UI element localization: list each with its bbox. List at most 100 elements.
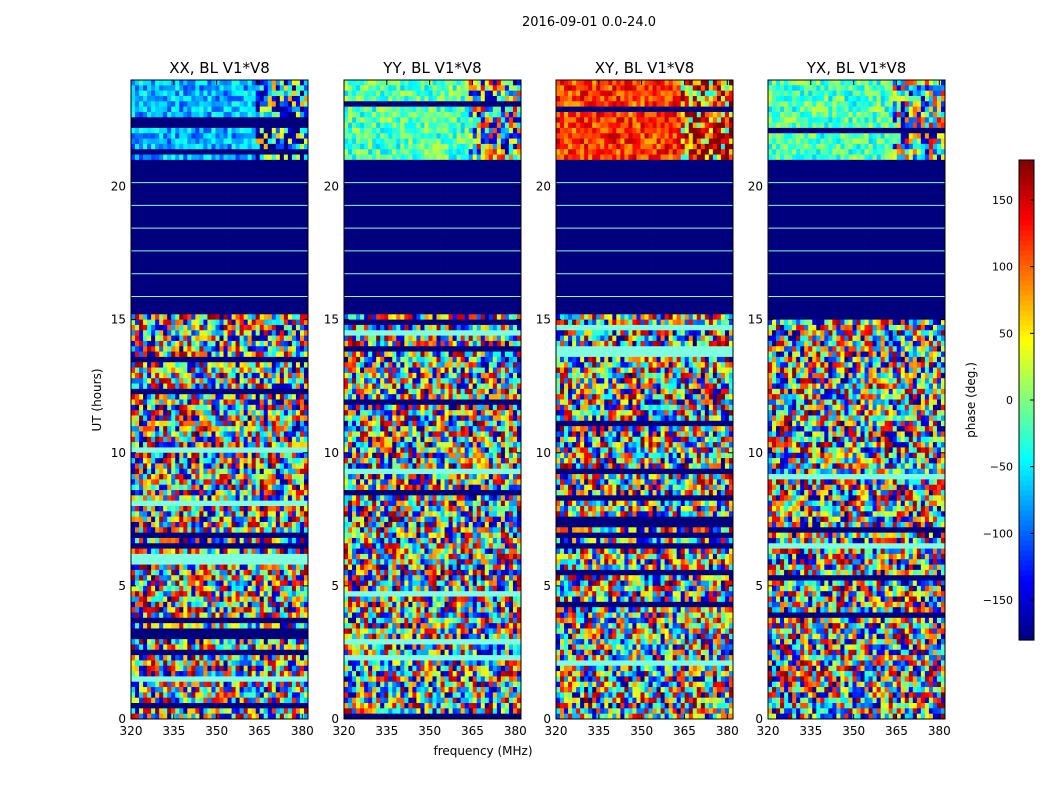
heatmap-cell bbox=[131, 160, 135, 166]
heatmap-cell bbox=[207, 565, 211, 571]
heatmap-cell bbox=[300, 431, 304, 437]
heatmap-cell bbox=[207, 341, 211, 347]
heatmap-cell bbox=[163, 282, 167, 288]
heatmap-cell bbox=[167, 320, 171, 326]
heatmap-cell bbox=[199, 155, 203, 161]
heatmap-cell bbox=[224, 639, 228, 645]
heatmap-cell bbox=[288, 447, 292, 453]
heatmap-cell bbox=[155, 288, 159, 294]
heatmap-cell bbox=[272, 362, 276, 368]
heatmap-cell bbox=[171, 623, 175, 629]
heatmap-cell bbox=[131, 187, 135, 193]
heatmap-cell bbox=[203, 218, 207, 224]
heatmap-cell bbox=[195, 357, 199, 363]
heatmap-cell bbox=[252, 490, 256, 496]
heatmap-cell bbox=[163, 112, 167, 118]
heatmap-cell bbox=[296, 373, 300, 379]
heatmap-cell bbox=[215, 469, 219, 475]
heatmap-cell bbox=[195, 490, 199, 496]
heatmap-cell bbox=[195, 570, 199, 576]
heatmap-cell bbox=[155, 368, 159, 374]
heatmap-cell bbox=[252, 634, 256, 640]
heatmap-cell bbox=[232, 447, 236, 453]
heatmap-cell bbox=[139, 623, 143, 629]
heatmap-cell bbox=[199, 511, 203, 517]
heatmap-cell bbox=[292, 501, 296, 507]
heatmap-cell bbox=[296, 634, 300, 640]
heatmap-cell bbox=[135, 676, 139, 682]
heatmap-cell bbox=[207, 165, 211, 171]
heatmap-cell bbox=[280, 394, 284, 400]
heatmap-cell bbox=[203, 229, 207, 235]
heatmap-cell bbox=[143, 671, 147, 677]
heatmap-cell bbox=[300, 628, 304, 634]
heatmap-cell bbox=[296, 650, 300, 656]
heatmap-cell bbox=[179, 112, 183, 118]
heatmap-cell bbox=[175, 447, 179, 453]
heatmap-cell bbox=[151, 660, 155, 666]
heatmap-cell bbox=[163, 384, 167, 390]
heatmap-cell bbox=[183, 575, 187, 581]
heatmap-cell bbox=[211, 314, 215, 320]
heatmap-cell bbox=[240, 431, 244, 437]
heatmap-cell bbox=[220, 80, 224, 86]
heatmap-cell bbox=[187, 352, 191, 358]
heatmap-cell bbox=[155, 469, 159, 475]
heatmap-cell bbox=[151, 453, 155, 459]
heatmap-cell bbox=[224, 144, 228, 150]
heatmap-cell bbox=[215, 256, 219, 262]
heatmap-cell bbox=[248, 112, 252, 118]
heatmap-cell bbox=[211, 197, 215, 203]
heatmap-cell bbox=[256, 155, 260, 161]
heatmap-cell bbox=[163, 208, 167, 214]
heatmap-cell bbox=[224, 655, 228, 661]
heatmap-cell bbox=[248, 197, 252, 203]
heatmap-cell bbox=[300, 565, 304, 571]
heatmap-cell bbox=[284, 676, 288, 682]
heatmap-cell bbox=[195, 682, 199, 688]
heatmap-cell bbox=[248, 527, 252, 533]
heatmap-cell bbox=[151, 192, 155, 198]
heatmap-cell bbox=[215, 171, 219, 177]
heatmap-cell bbox=[175, 613, 179, 619]
heatmap-cell bbox=[199, 240, 203, 246]
heatmap-cell bbox=[131, 234, 135, 240]
heatmap-cell bbox=[183, 660, 187, 666]
heatmap-cell bbox=[256, 655, 260, 661]
heatmap-cell bbox=[268, 522, 272, 528]
heatmap-cell bbox=[260, 218, 264, 224]
heatmap-cell bbox=[159, 304, 163, 310]
heatmap-cell bbox=[135, 426, 139, 432]
heatmap-cell bbox=[187, 309, 191, 315]
heatmap-cell bbox=[171, 240, 175, 246]
heatmap-cell bbox=[276, 431, 280, 437]
heatmap-cell bbox=[228, 581, 232, 587]
heatmap-cell bbox=[272, 437, 276, 443]
heatmap-cell bbox=[199, 160, 203, 166]
heatmap-cell bbox=[244, 479, 248, 485]
heatmap-cell bbox=[131, 495, 135, 501]
heatmap-cell bbox=[236, 165, 240, 171]
heatmap-cell bbox=[139, 549, 143, 555]
heatmap-cell bbox=[288, 442, 292, 448]
heatmap-cell bbox=[215, 405, 219, 411]
heatmap-cell bbox=[187, 325, 191, 331]
heatmap-cell bbox=[276, 336, 280, 342]
heatmap-cell bbox=[179, 671, 183, 677]
heatmap-cell bbox=[191, 591, 195, 597]
heatmap-cell bbox=[191, 234, 195, 240]
heatmap-cell bbox=[300, 91, 304, 97]
heatmap-cell bbox=[300, 218, 304, 224]
heatmap-cell bbox=[256, 511, 260, 517]
heatmap-cell bbox=[199, 218, 203, 224]
heatmap-cell bbox=[171, 139, 175, 145]
heatmap-cell bbox=[224, 197, 228, 203]
heatmap-cell bbox=[175, 623, 179, 629]
heatmap-cell bbox=[147, 447, 151, 453]
heatmap-cell bbox=[300, 357, 304, 363]
heatmap-cell bbox=[155, 320, 159, 326]
heatmap-cell bbox=[179, 623, 183, 629]
heatmap-cell bbox=[288, 400, 292, 406]
heatmap-cell bbox=[264, 229, 268, 235]
heatmap-cell bbox=[288, 80, 292, 86]
